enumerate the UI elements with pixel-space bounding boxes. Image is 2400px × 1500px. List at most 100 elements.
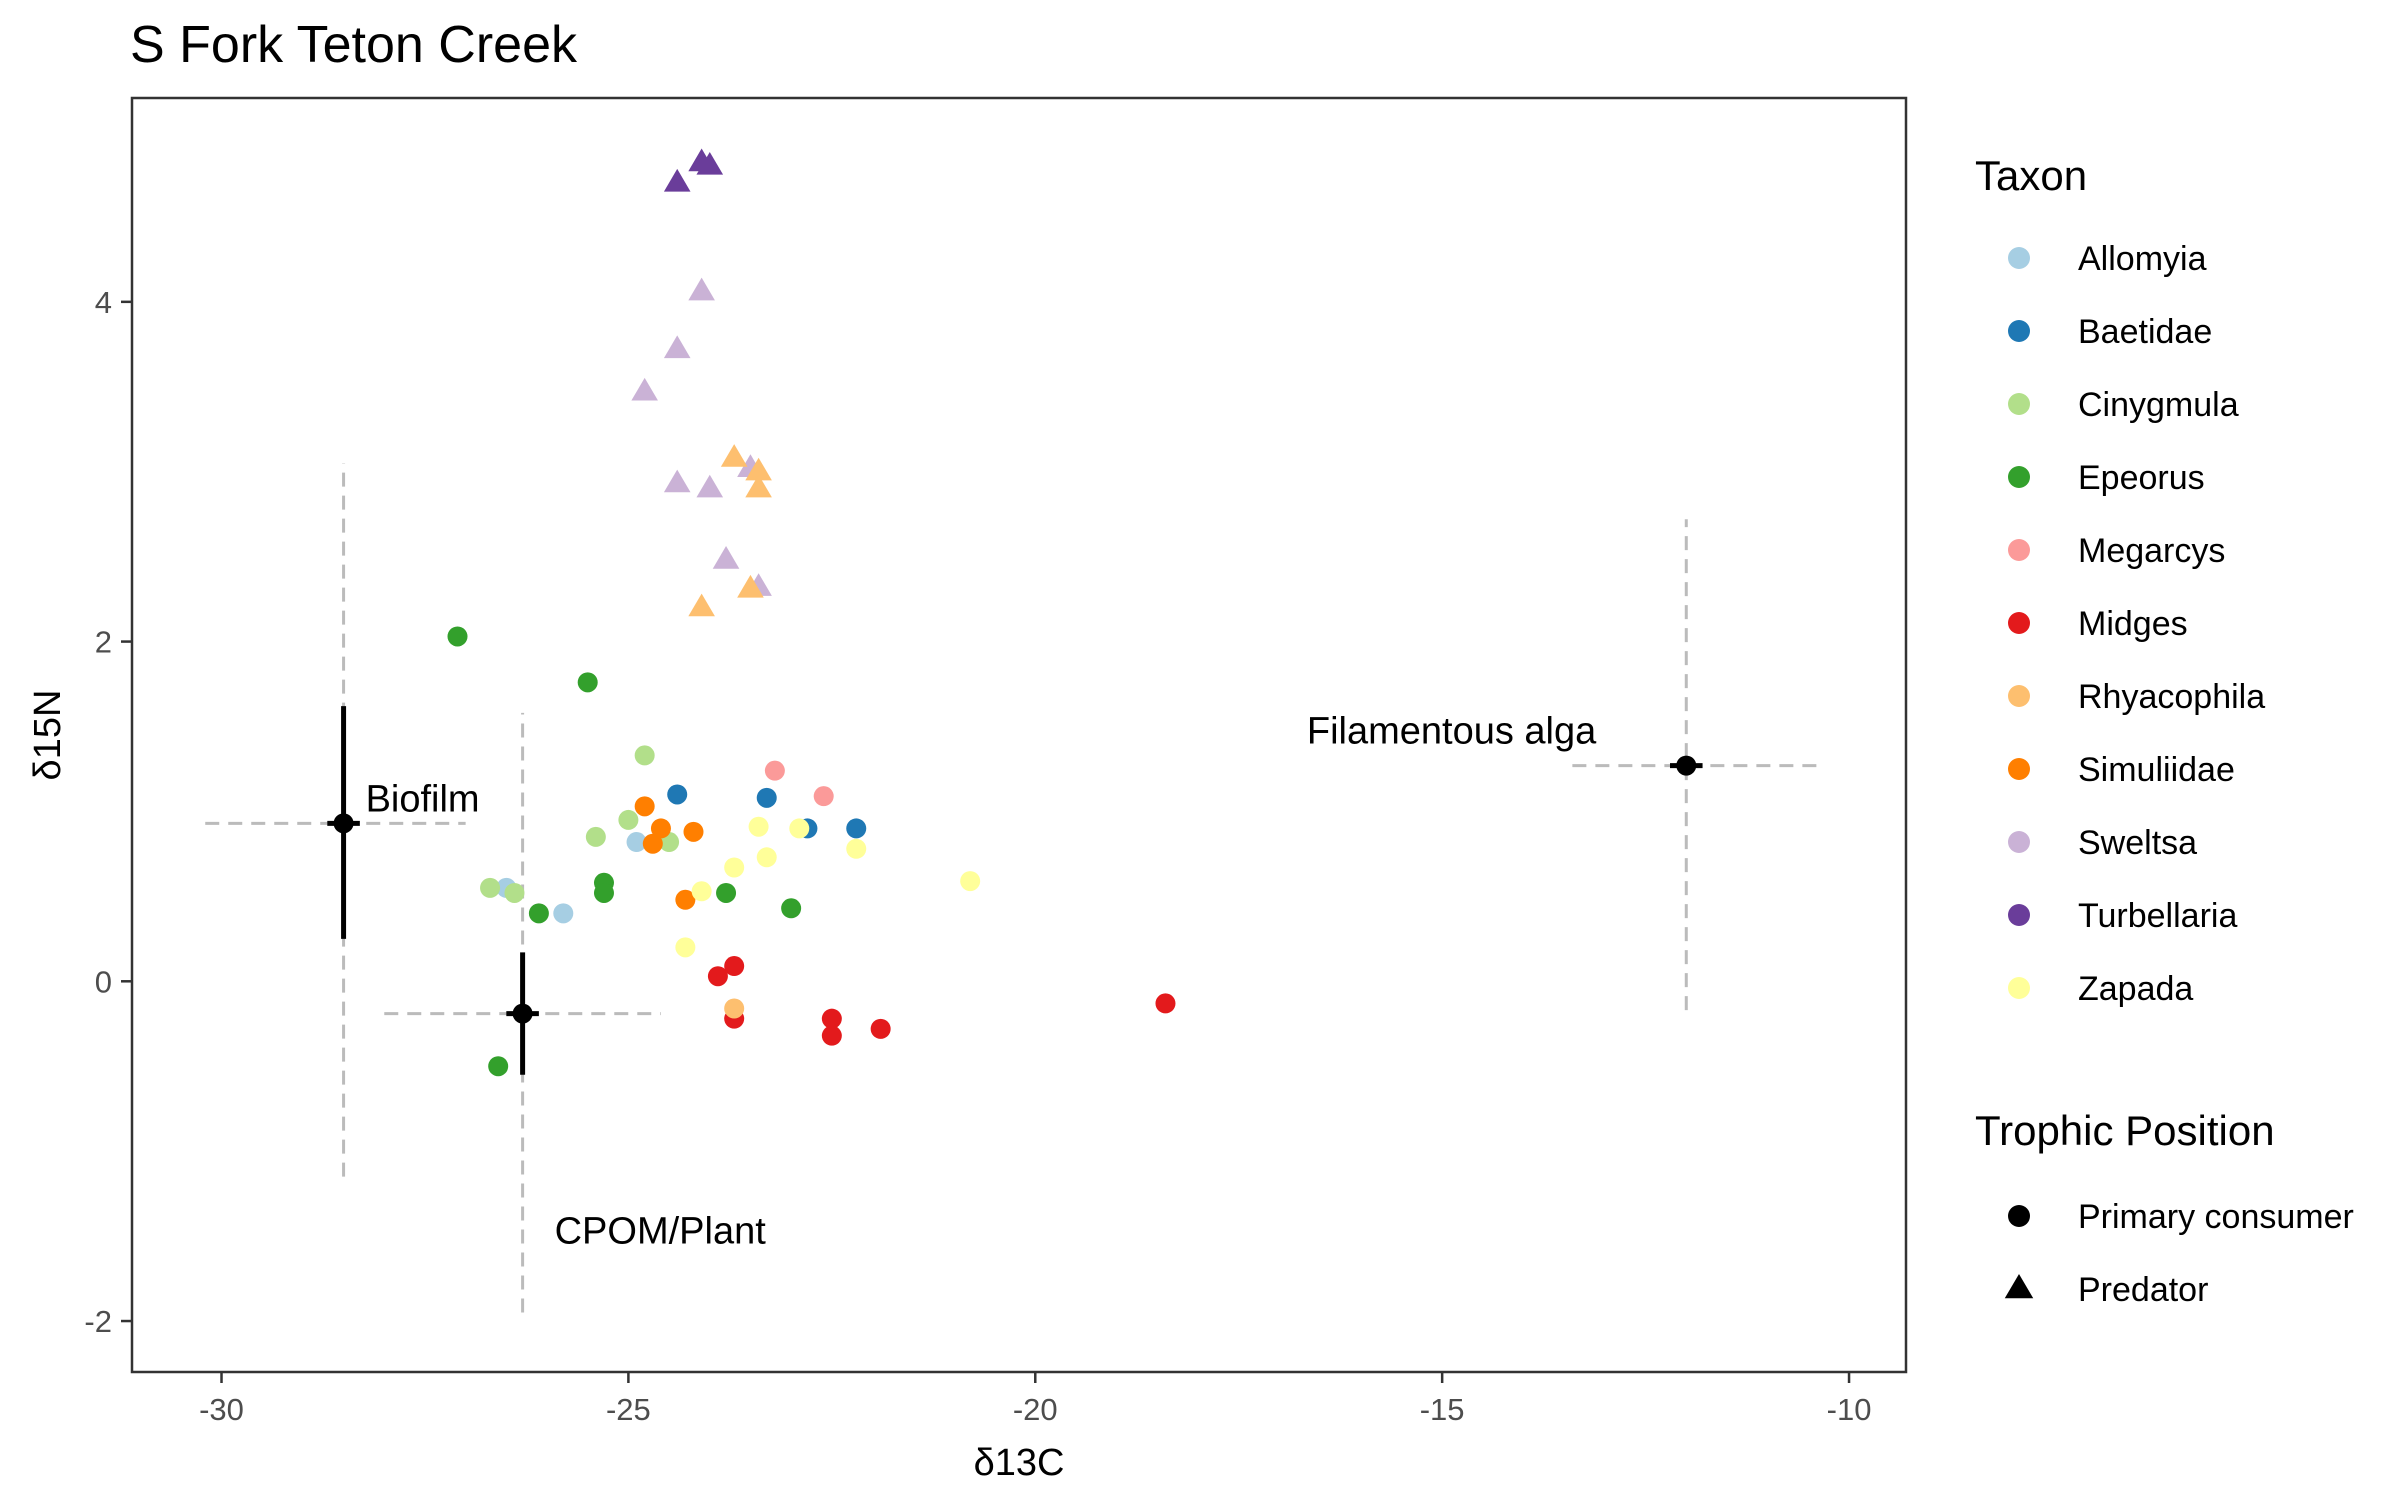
source-mean-point — [1676, 755, 1697, 776]
point-epeorus — [716, 882, 737, 903]
point-rhyacophila-predator — [745, 457, 772, 481]
point-turbellaria-predator — [663, 168, 691, 192]
point-epeorus — [488, 1056, 509, 1077]
legend-trophic: Primary consumer Predator — [2004, 1198, 2354, 1309]
legend-key — [2008, 904, 2030, 926]
y-tick-label: 2 — [95, 625, 112, 660]
x-axis-label: δ13C — [974, 1442, 1065, 1484]
point-sweltsa-predator — [663, 469, 691, 493]
point-zapada — [724, 857, 745, 878]
legend-item-triangle: Predator — [2004, 1271, 2208, 1309]
legend-label: Simuliidae — [2078, 751, 2235, 789]
point-simuliidae — [642, 833, 663, 854]
plot-panel — [130, 96, 1908, 1374]
point-megarcys — [764, 760, 785, 781]
source-cpom-plant: CPOM/Plant — [384, 712, 767, 1313]
point-megarcys — [813, 786, 834, 807]
point-cinygmula — [480, 877, 501, 898]
point-cinygmula — [618, 809, 639, 830]
x-tick-label: -15 — [1420, 1392, 1465, 1427]
point-zapada — [789, 818, 810, 839]
legend-key — [2008, 977, 2030, 999]
legend-key — [2008, 612, 2030, 634]
point-baetidae — [846, 818, 867, 839]
point-zapada — [960, 871, 981, 892]
legend-item-megarcys: Megarcys — [2008, 532, 2225, 570]
legend: Taxon Allomyia Baetidae Cinygmula Epeorus Me… — [1975, 152, 2354, 1309]
legend-taxa: Allomyia Baetidae Cinygmula Epeorus Megarcys… — [2008, 240, 2265, 1008]
point-turbellaria-predator — [696, 151, 724, 175]
point-midges — [724, 956, 745, 977]
point-epeorus — [781, 898, 802, 919]
x-tick-label: -10 — [1827, 1392, 1872, 1427]
point-rhyacophila — [724, 998, 745, 1019]
legend-item-zapada: Zapada — [2008, 970, 2193, 1008]
legend-key — [2008, 831, 2030, 853]
point-simuliidae — [650, 818, 671, 839]
point-sweltsa-predator — [688, 277, 715, 301]
legend-item-circle: Primary consumer — [2008, 1198, 2354, 1236]
point-sweltsa-predator — [663, 335, 691, 359]
source-mean-point — [333, 813, 354, 834]
point-zapada — [748, 816, 769, 837]
legend-item-turbellaria: Turbellaria — [2008, 897, 2237, 935]
point-sweltsa-predator — [712, 546, 740, 569]
point-rhyacophila-predator — [688, 593, 715, 617]
legend-item-baetidae: Baetidae — [2008, 313, 2212, 351]
source-layer: Biofilm CPOM/Plant Filamentous alga — [205, 463, 1817, 1313]
legend-key — [2008, 539, 2030, 561]
legend-label: Cinygmula — [2078, 386, 2239, 424]
point-allomyia — [553, 903, 574, 924]
legend-label: Primary consumer — [2078, 1198, 2354, 1236]
point-zapada — [846, 838, 867, 859]
legend-item-rhyacophila: Rhyacophila — [2008, 678, 2265, 716]
y-tick-label: -2 — [84, 1304, 112, 1339]
point-simuliidae — [675, 889, 696, 910]
point-cinygmula — [634, 745, 655, 766]
source-label: Biofilm — [366, 778, 480, 820]
source-biofilm: Biofilm — [205, 463, 480, 1177]
x-axis: -30 -25 -20 -15 -10 — [199, 1372, 1871, 1427]
legend-key — [2008, 466, 2030, 488]
legend-title-taxon: Taxon — [1975, 152, 2087, 199]
point-midges — [821, 1008, 842, 1029]
legend-label: Turbellaria — [2078, 897, 2237, 935]
source-label: Filamentous alga — [1307, 711, 1597, 753]
point-sweltsa-predator — [696, 474, 724, 498]
point-midges — [870, 1018, 891, 1039]
legend-item-epeorus: Epeorus — [2008, 459, 2205, 497]
source-label: CPOM/Plant — [555, 1211, 767, 1253]
x-tick-label: -30 — [199, 1392, 244, 1427]
legend-label: Sweltsa — [2078, 824, 2197, 862]
point-epeorus — [447, 626, 468, 647]
chart-title: S Fork Teton Creek — [130, 16, 578, 74]
legend-key — [2008, 685, 2030, 707]
legend-label: Rhyacophila — [2078, 678, 2265, 716]
point-zapada — [756, 847, 777, 868]
legend-label: Zapada — [2078, 970, 2193, 1008]
legend-key — [2004, 1274, 2034, 1299]
legend-label: Epeorus — [2078, 459, 2205, 497]
source-filamentous-alga: Filamentous alga — [1307, 519, 1817, 1011]
legend-label: Allomyia — [2078, 240, 2207, 278]
point-midges — [1155, 993, 1176, 1014]
points-layer — [447, 148, 1176, 1077]
legend-label: Midges — [2078, 605, 2188, 643]
point-cinygmula — [585, 826, 606, 847]
point-epeorus — [528, 903, 549, 924]
y-tick-label: 4 — [95, 285, 112, 320]
x-tick-label: -20 — [1013, 1392, 1058, 1427]
source-mean-point — [512, 1003, 533, 1024]
point-epeorus — [577, 672, 598, 693]
legend-item-midges: Midges — [2008, 605, 2188, 643]
legend-item-allomyia: Allomyia — [2008, 240, 2207, 278]
point-zapada — [675, 937, 696, 958]
point-baetidae — [756, 787, 777, 808]
point-sweltsa-predator — [631, 377, 658, 401]
legend-label: Megarcys — [2078, 532, 2225, 570]
legend-key — [2008, 393, 2030, 415]
y-axis: -2 0 2 4 — [84, 285, 132, 1339]
legend-title-trophic: Trophic Position — [1975, 1107, 2275, 1154]
point-cinygmula — [504, 882, 525, 903]
